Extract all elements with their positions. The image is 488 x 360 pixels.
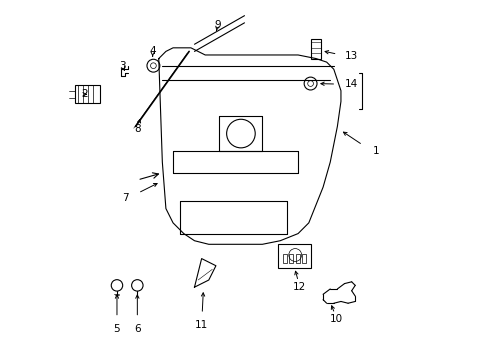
Bar [288, 254, 293, 263]
Text: 5: 5 [113, 324, 120, 334]
Bar [75, 85, 100, 103]
Text: 7: 7 [122, 193, 128, 203]
Text: 8: 8 [134, 124, 141, 134]
Bar [283, 254, 287, 263]
Text: 4: 4 [149, 46, 156, 56]
Text: 6: 6 [134, 324, 141, 334]
Text: 9: 9 [214, 20, 221, 30]
Text: 2: 2 [81, 89, 88, 99]
Text: 12: 12 [293, 282, 306, 292]
Text: 3: 3 [119, 61, 125, 71]
Text: 14: 14 [344, 79, 357, 89]
Text: 13: 13 [344, 51, 357, 61]
Text: 11: 11 [195, 320, 208, 330]
Bar [278, 244, 310, 267]
Text: 10: 10 [329, 314, 343, 324]
Bar [301, 254, 305, 263]
Text: 1: 1 [372, 147, 378, 157]
Bar [310, 39, 321, 59]
Bar [295, 254, 299, 263]
